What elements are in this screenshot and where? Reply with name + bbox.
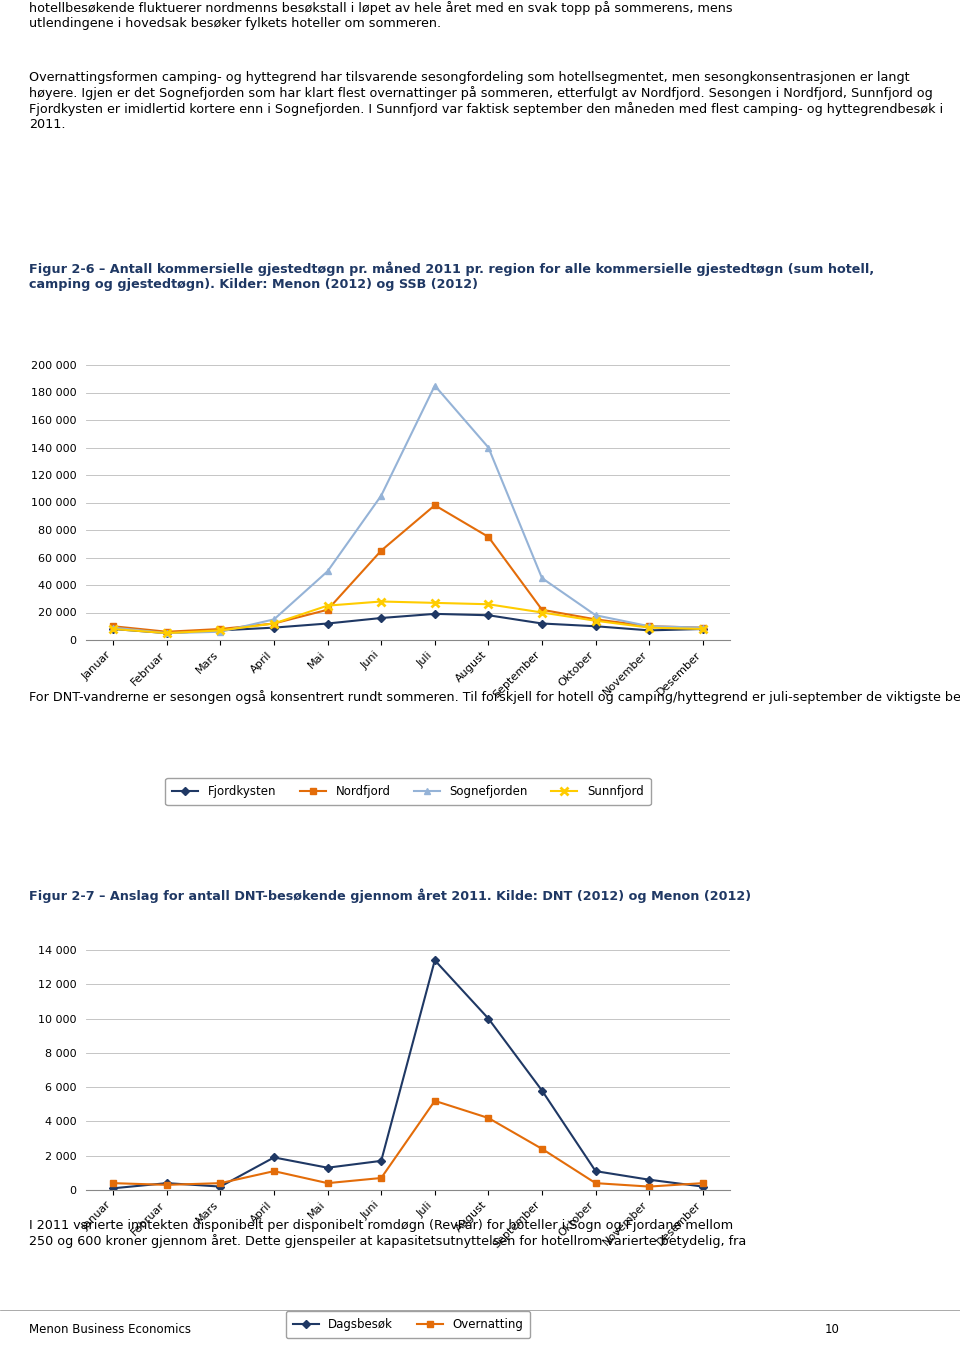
Overnatting [537, 1141, 548, 1157]
Line: Dagsbesøk: Dagsbesøk [110, 958, 706, 1192]
Text: RAPPORT: RAPPORT [878, 1322, 941, 1336]
Text: Overnattingsformen camping- og hyttegrend har tilsvarende sesongfordeling som ho: Overnattingsformen camping- og hyttegren… [29, 71, 943, 130]
Fjordkysten [537, 616, 548, 632]
Sunnfjord [322, 597, 333, 613]
Sunnfjord [429, 594, 441, 611]
Sunnfjord [215, 623, 227, 639]
Text: I 2011 varierte inntekten disponibelt per disponibelt romdøgn (RevPar) for hotel: I 2011 varierte inntekten disponibelt pe… [29, 1219, 746, 1248]
Overnatting [215, 1176, 227, 1192]
Dagsbesøk [483, 1010, 494, 1026]
Dagsbesøk [108, 1180, 119, 1196]
Sunnfjord [108, 621, 119, 638]
Legend: Dagsbesøk, Overnatting: Dagsbesøk, Overnatting [286, 1311, 530, 1338]
Nordfjord [483, 529, 494, 545]
Text: For DNT-vandrerne er sesongen også konsentrert rundt sommeren. Til forskjell for: For DNT-vandrerne er sesongen også konse… [29, 689, 960, 703]
Sunnfjord [697, 621, 708, 638]
Fjordkysten [697, 621, 708, 638]
Text: Figur 2-7 – Anslag for antall DNT-besøkende gjennom året 2011. Kilde: DNT (2012): Figur 2-7 – Anslag for antall DNT-besøke… [29, 889, 751, 902]
Sognefjorden [429, 378, 441, 394]
Sunnfjord [161, 625, 173, 642]
Overnatting [697, 1176, 708, 1192]
Fjordkysten [375, 609, 387, 625]
Overnatting [643, 1178, 655, 1194]
Fjordkysten [322, 616, 333, 632]
Line: Fjordkysten: Fjordkysten [110, 611, 706, 636]
Sunnfjord [268, 616, 279, 632]
Sognefjorden [643, 619, 655, 635]
Overnatting [375, 1170, 387, 1186]
Fjordkysten [108, 621, 119, 638]
Fjordkysten [161, 625, 173, 642]
Nordfjord [108, 619, 119, 635]
Line: Sognefjorden: Sognefjorden [109, 382, 707, 636]
Fjordkysten [589, 619, 601, 635]
Sognefjorden [322, 564, 333, 580]
Overnatting [483, 1110, 494, 1126]
Sunnfjord [375, 593, 387, 609]
Nordfjord [643, 619, 655, 635]
Fjordkysten [215, 623, 227, 639]
Sognefjorden [108, 620, 119, 636]
Dagsbesøk [537, 1083, 548, 1099]
Nordfjord [322, 601, 333, 617]
Overnatting [589, 1176, 601, 1192]
Fjordkysten [483, 607, 494, 623]
Dagsbesøk [429, 952, 441, 968]
Nordfjord [697, 620, 708, 636]
Dagsbesøk [322, 1159, 333, 1176]
Text: Figur 2-6 – Antall kommersielle gjestedtøgn pr. måned 2011 pr. region for alle k: Figur 2-6 – Antall kommersielle gjestedt… [29, 261, 874, 291]
Nordfjord [375, 542, 387, 558]
Sognefjorden [215, 624, 227, 640]
Dagsbesøk [161, 1176, 173, 1192]
Nordfjord [589, 612, 601, 628]
Legend: Fjordkysten, Nordfjord, Sognefjorden, Sunnfjord: Fjordkysten, Nordfjord, Sognefjorden, Su… [165, 777, 651, 806]
Overnatting [161, 1177, 173, 1193]
Nordfjord [215, 621, 227, 638]
Dagsbesøk [697, 1178, 708, 1194]
Dagsbesøk [375, 1153, 387, 1169]
Fjordkysten [643, 623, 655, 639]
Fjordkysten [429, 605, 441, 621]
Nordfjord [537, 601, 548, 617]
Sognefjorden [589, 607, 601, 623]
Dagsbesøk [268, 1150, 279, 1166]
Overnatting [322, 1176, 333, 1192]
Sognefjorden [161, 625, 173, 642]
Sognefjorden [483, 440, 494, 456]
Sognefjorden [268, 612, 279, 628]
Sognefjorden [537, 570, 548, 586]
Sunnfjord [483, 596, 494, 612]
Overnatting [429, 1092, 441, 1108]
Text: Menon Business Economics: Menon Business Economics [29, 1322, 191, 1336]
Line: Sunnfjord: Sunnfjord [109, 597, 707, 638]
Sognefjorden [375, 487, 387, 503]
Sognefjorden [697, 620, 708, 636]
Overnatting [268, 1163, 279, 1180]
Text: 10: 10 [826, 1322, 840, 1336]
Dagsbesøk [215, 1178, 227, 1194]
Overnatting [108, 1176, 119, 1192]
Fjordkysten [268, 620, 279, 636]
Nordfjord [429, 498, 441, 514]
Dagsbesøk [643, 1171, 655, 1188]
Nordfjord [161, 624, 173, 640]
Sunnfjord [537, 604, 548, 620]
Line: Overnatting: Overnatting [109, 1098, 707, 1190]
Sunnfjord [643, 620, 655, 636]
Sunnfjord [589, 613, 601, 629]
Line: Nordfjord: Nordfjord [109, 502, 707, 635]
Nordfjord [268, 616, 279, 632]
Text: hotellbesøkende fluktuerer nordmenns besøkstall i løpet av hele året med en svak: hotellbesøkende fluktuerer nordmenns bes… [29, 1, 732, 30]
Dagsbesøk [589, 1163, 601, 1180]
